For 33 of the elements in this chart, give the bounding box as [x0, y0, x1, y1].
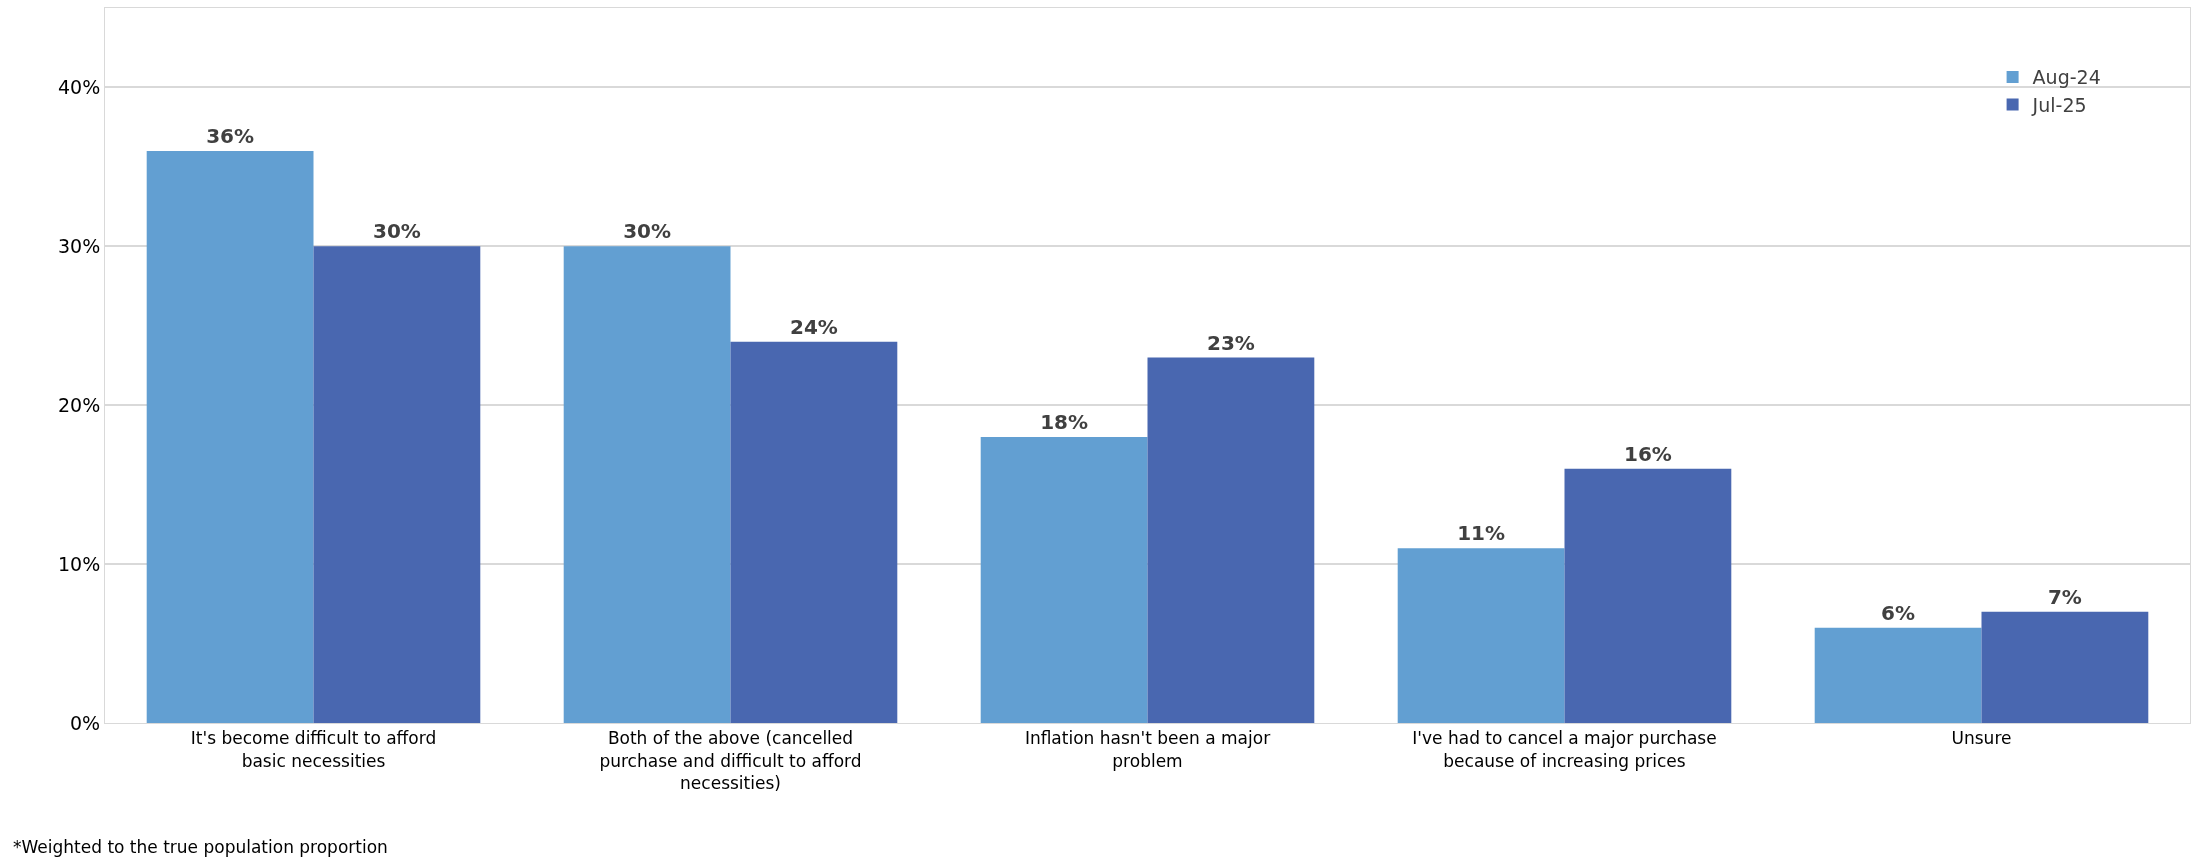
text: *Weighted to the true population proportion — [13, 837, 388, 857]
legend-label: Aug-24 — [2032, 66, 2101, 89]
data-label: 30% — [623, 219, 672, 244]
y-tick-label: 20% — [57, 393, 101, 416]
bar — [1564, 468, 1732, 723]
x-tick-label: Inflation hasn't been a major problem — [1024, 728, 1271, 771]
data-label: 24% — [789, 314, 838, 339]
data-label: 36% — [206, 124, 255, 148]
data-label: 11% — [1457, 521, 1506, 546]
bar — [1147, 357, 1315, 723]
bar — [146, 151, 314, 723]
y-tick-label: 0% — [70, 711, 101, 734]
bar — [563, 246, 731, 723]
bar — [1814, 627, 1982, 723]
bar — [313, 246, 481, 723]
x-tick-label: It's become difficult to afford basic necessities — [190, 728, 437, 771]
data-label: 23% — [1206, 330, 1255, 355]
legend-label: Jul-25 — [2031, 94, 2087, 117]
x-tick-label: I've had to cancel a major purchase because of increasing prices — [1412, 728, 1717, 771]
data-label: 18% — [1040, 410, 1089, 434]
y-tick-label: 40% — [57, 76, 101, 99]
y-tick-label: 30% — [57, 234, 101, 257]
data-label: 6% — [1881, 600, 1916, 625]
bar — [980, 437, 1148, 723]
data-label: 16% — [1623, 441, 1672, 466]
x-tick-label: Unsure — [1951, 728, 2012, 749]
data-label: 7% — [2047, 584, 2082, 609]
bar — [1981, 611, 2149, 723]
x-tick-label: Both of the above (cancelled purchase and difficult to afford necessities) — [599, 728, 862, 793]
y-tick-label: 10% — [57, 552, 101, 575]
bar — [730, 341, 898, 723]
data-label: 30% — [372, 219, 421, 244]
bar — [1397, 548, 1565, 723]
